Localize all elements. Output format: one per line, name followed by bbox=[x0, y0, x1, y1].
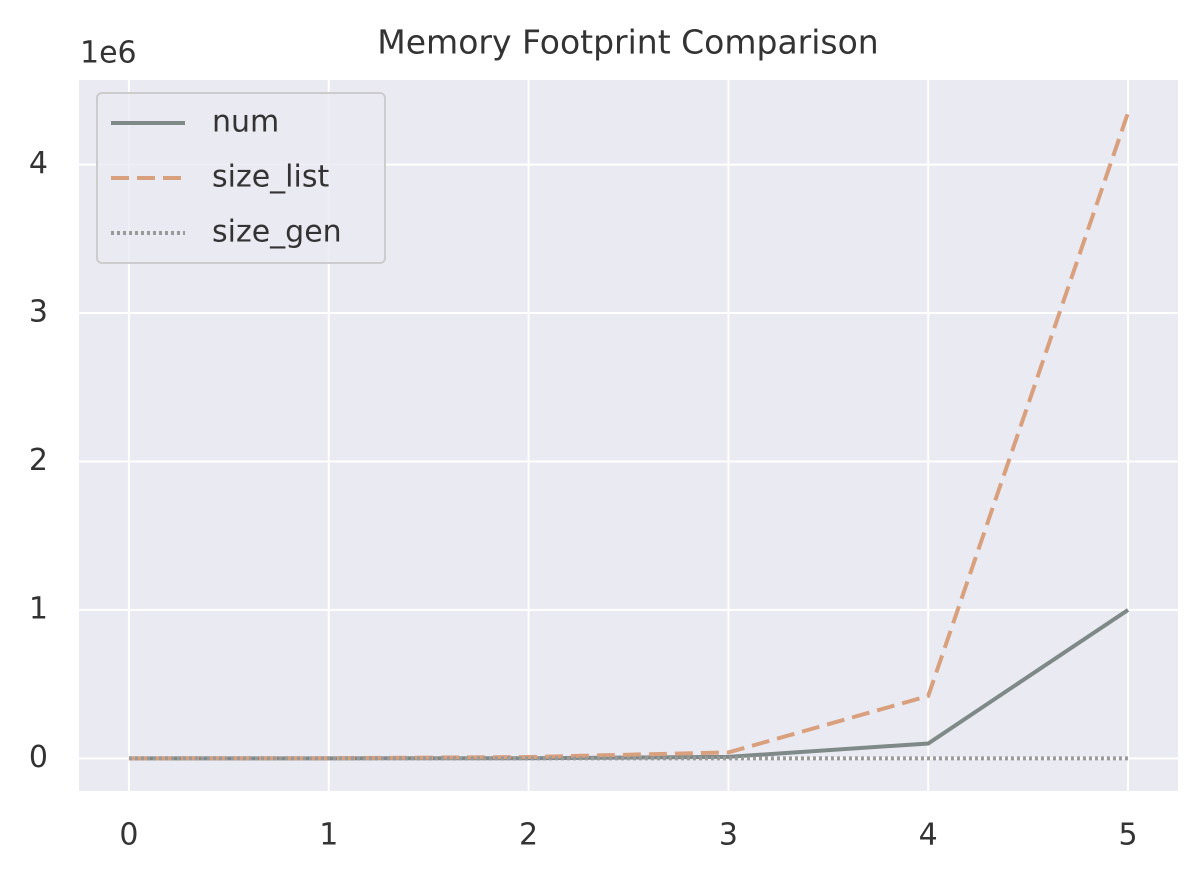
legend-label: size_gen bbox=[212, 215, 342, 250]
legend: num size_list size_gen bbox=[96, 92, 386, 264]
y-tick-label: 4 bbox=[29, 146, 48, 181]
x-tick-label: 2 bbox=[519, 818, 538, 853]
x-tick-label: 4 bbox=[919, 818, 938, 853]
x-tick-label: 0 bbox=[119, 818, 138, 853]
y-tick-label: 2 bbox=[29, 443, 48, 478]
y-tick-label: 3 bbox=[29, 295, 48, 330]
x-tick-label: 5 bbox=[1118, 818, 1137, 853]
y-tick-label: 0 bbox=[29, 740, 48, 775]
legend-label: num bbox=[212, 105, 279, 140]
y-tick-label: 1 bbox=[29, 591, 48, 626]
legend-label: size_list bbox=[212, 160, 329, 195]
chart-title: Memory Footprint Comparison bbox=[377, 23, 878, 62]
y-offset-label: 1e6 bbox=[80, 36, 137, 71]
lines bbox=[128, 112, 1130, 761]
series-line bbox=[128, 112, 1130, 761]
x-tick-label: 1 bbox=[319, 818, 338, 853]
legend-box bbox=[96, 92, 386, 264]
grid bbox=[79, 80, 1178, 791]
x-tick-label: 3 bbox=[719, 818, 738, 853]
